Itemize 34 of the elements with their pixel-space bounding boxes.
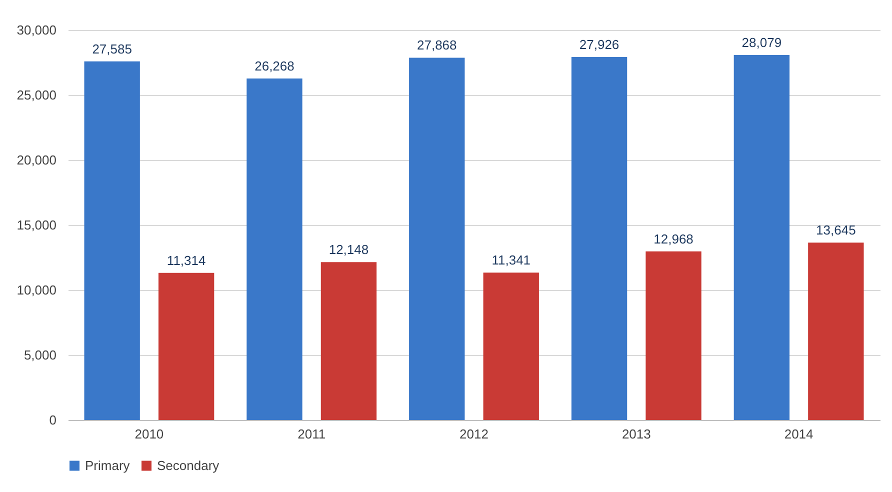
data-label: 12,148 [328, 242, 369, 258]
data-label: 26,268 [254, 58, 294, 74]
bar [158, 272, 214, 420]
data-label: 27,868 [416, 38, 457, 53]
data-label: 11,341 [492, 252, 531, 268]
bar [320, 262, 377, 420]
bar [246, 78, 302, 420]
x-tick-label: 2010 [134, 426, 164, 442]
x-tick-label: 2012 [460, 426, 488, 442]
data-label: 27,585 [92, 41, 132, 56]
y-tick-label: 15,000 [16, 218, 56, 232]
legend-label: Primary [85, 458, 130, 473]
data-label: 11,314 [166, 252, 206, 268]
bar [571, 56, 628, 420]
data-label: 12,968 [654, 231, 694, 246]
y-tick-label: 10,000 [16, 282, 56, 298]
y-tick-label: 25,000 [16, 88, 56, 102]
data-label: 28,079 [742, 34, 782, 50]
data-label: 13,645 [816, 222, 856, 238]
bar [483, 272, 539, 420]
data-label: 27,926 [579, 36, 620, 52]
bar [409, 58, 465, 420]
x-tick-label: 2011 [298, 426, 326, 442]
legend-label: Secondary [157, 458, 220, 473]
bar [646, 251, 702, 420]
y-tick-label: 30,000 [16, 22, 56, 38]
bar [808, 242, 864, 420]
y-tick-label: 5,000 [24, 348, 56, 362]
x-tick-label: 2014 [784, 426, 814, 442]
y-tick-label: 20,000 [16, 152, 56, 168]
x-tick-label: 2013 [622, 426, 651, 442]
bar [734, 54, 790, 420]
y-tick-label: 0 [49, 412, 56, 428]
bar [84, 61, 140, 420]
